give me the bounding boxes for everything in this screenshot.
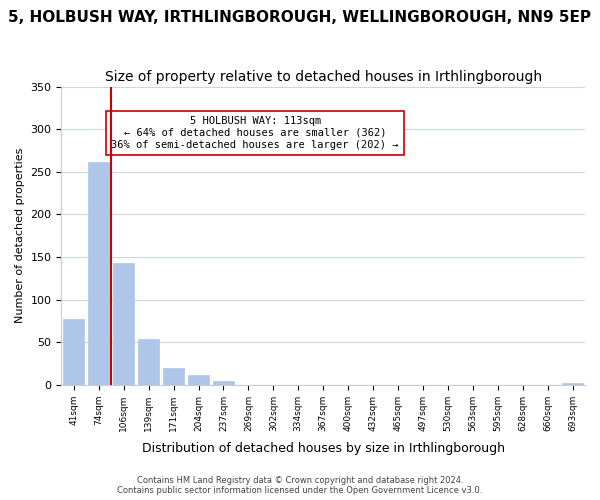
Bar bbox=[562, 383, 583, 385]
Title: Size of property relative to detached houses in Irthlingborough: Size of property relative to detached ho… bbox=[104, 70, 542, 84]
Text: 5, HOLBUSH WAY, IRTHLINGBOROUGH, WELLINGBOROUGH, NN9 5EP: 5, HOLBUSH WAY, IRTHLINGBOROUGH, WELLING… bbox=[8, 10, 592, 25]
Bar bbox=[88, 162, 109, 385]
Y-axis label: Number of detached properties: Number of detached properties bbox=[15, 148, 25, 324]
Bar bbox=[113, 263, 134, 385]
Text: Contains HM Land Registry data © Crown copyright and database right 2024.
Contai: Contains HM Land Registry data © Crown c… bbox=[118, 476, 482, 495]
X-axis label: Distribution of detached houses by size in Irthlingborough: Distribution of detached houses by size … bbox=[142, 442, 505, 455]
Bar bbox=[63, 319, 85, 385]
Bar bbox=[138, 339, 159, 385]
Text: 5 HOLBUSH WAY: 113sqm
← 64% of detached houses are smaller (362)
36% of semi-det: 5 HOLBUSH WAY: 113sqm ← 64% of detached … bbox=[112, 116, 399, 150]
Bar bbox=[213, 382, 234, 385]
Bar bbox=[163, 368, 184, 385]
Bar bbox=[188, 376, 209, 385]
